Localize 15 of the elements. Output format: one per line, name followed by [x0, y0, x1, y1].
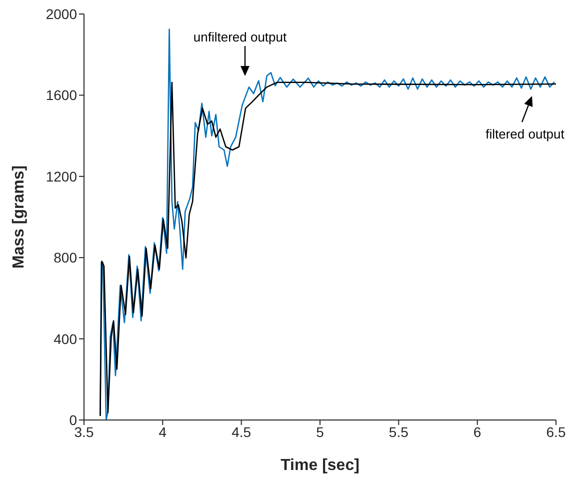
x-tick-label: 5	[316, 424, 324, 440]
x-tick-label: 5.5	[388, 424, 409, 440]
x-tick-label: 4	[158, 424, 167, 440]
x-tick-label: 4.5	[232, 424, 252, 440]
x-tick-label: 6	[473, 424, 482, 440]
x-tick-label: 6.5	[546, 424, 566, 440]
y-tick-label: 400	[54, 330, 78, 347]
y-tick-label: 800	[54, 250, 78, 266]
y-axis-title: Mass [grams]	[10, 165, 28, 269]
y-tick-label: 1200	[46, 168, 78, 184]
y-tick-label: 2000	[46, 6, 78, 22]
x-axis-title: Time [sec]	[280, 457, 360, 474]
y-tick-label: 1600	[46, 87, 78, 104]
annotation: filtered output	[486, 126, 565, 142]
annotation: unfiltered output	[193, 29, 288, 44]
